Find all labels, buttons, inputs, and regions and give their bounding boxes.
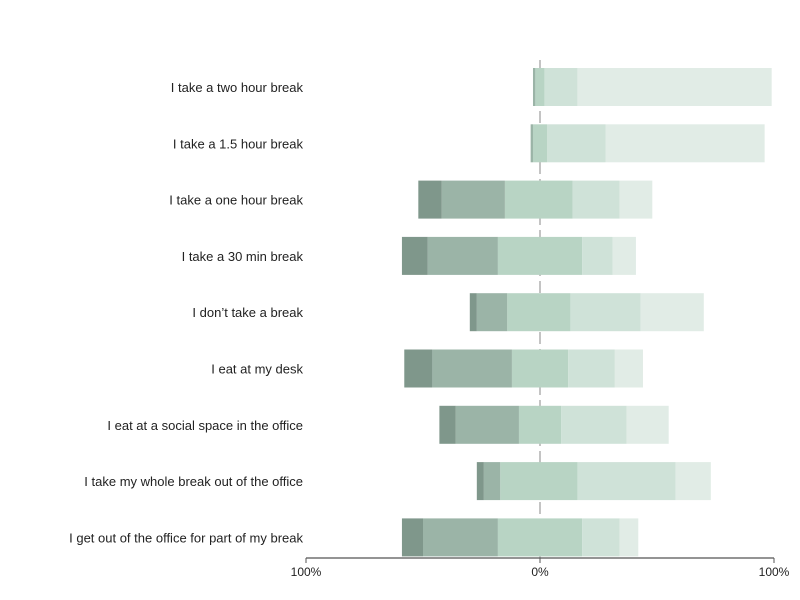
bar-segment bbox=[483, 462, 501, 501]
bar-segment bbox=[547, 124, 606, 163]
bar-segment bbox=[619, 518, 639, 557]
bar-segment bbox=[577, 68, 772, 106]
bar-segment bbox=[497, 236, 540, 275]
bar-segment bbox=[497, 518, 540, 557]
bar-segment bbox=[404, 349, 433, 388]
bar-segment bbox=[572, 180, 620, 219]
row-label: I don’t take a break bbox=[192, 305, 303, 320]
bar-segment bbox=[568, 349, 615, 388]
bar-segment bbox=[418, 180, 442, 219]
bar-segment bbox=[540, 124, 548, 163]
row-label: I take a one hour break bbox=[169, 193, 303, 208]
bar-segment bbox=[423, 518, 498, 557]
bar-segment bbox=[455, 405, 519, 444]
bar-segment bbox=[432, 349, 512, 388]
bar-segment bbox=[612, 236, 636, 275]
bar-segment bbox=[640, 293, 704, 332]
bar-segment bbox=[540, 518, 583, 557]
bar-segment bbox=[530, 124, 533, 163]
bar-segment bbox=[507, 293, 540, 332]
x-tick-label: 100% bbox=[759, 565, 790, 579]
bar-segment bbox=[469, 293, 477, 332]
row-label: I take a 30 min break bbox=[182, 249, 304, 264]
bar-segment bbox=[518, 405, 540, 444]
x-tick-label: 0% bbox=[531, 565, 549, 579]
bar-segment bbox=[626, 405, 669, 444]
row-label: I take a 1.5 hour break bbox=[173, 136, 304, 151]
bar-segment bbox=[605, 124, 765, 163]
bar-segment bbox=[544, 68, 578, 106]
bar-segment bbox=[441, 180, 505, 219]
bar-segment bbox=[504, 180, 540, 219]
bar-segment bbox=[540, 462, 578, 501]
bar-segment bbox=[427, 236, 498, 275]
row-label: I get out of the office for part of my b… bbox=[69, 530, 303, 545]
row-label: I eat at a social space in the office bbox=[107, 418, 303, 433]
bar-segment bbox=[476, 462, 484, 501]
bar-segment bbox=[619, 180, 653, 219]
bar-segment bbox=[577, 462, 676, 501]
row-label: I take my whole break out of the office bbox=[84, 474, 303, 489]
bar-segment bbox=[439, 405, 456, 444]
bar-segment bbox=[532, 68, 536, 106]
bar-segment bbox=[476, 293, 508, 332]
bar-segment bbox=[540, 293, 571, 332]
bar-segment bbox=[675, 462, 711, 501]
bar-segment bbox=[561, 405, 627, 444]
bar-segment bbox=[570, 293, 641, 332]
bar-segment bbox=[540, 349, 569, 388]
bar-segment bbox=[500, 462, 540, 501]
bar-segment bbox=[401, 518, 423, 557]
bar-segment bbox=[540, 405, 562, 444]
bar-segment bbox=[535, 68, 540, 106]
bar-segment bbox=[582, 518, 620, 557]
bar-segment bbox=[582, 236, 613, 275]
bar-segment bbox=[511, 349, 540, 388]
bar-segment bbox=[614, 349, 643, 388]
bar-segment bbox=[540, 180, 573, 219]
bar-segment bbox=[532, 124, 540, 163]
row-label: I take a two hour break bbox=[171, 80, 304, 95]
row-label: I eat at my desk bbox=[211, 362, 303, 377]
bar-segment bbox=[540, 68, 545, 106]
x-tick-label: 100% bbox=[291, 565, 322, 579]
bar-segment bbox=[540, 236, 583, 275]
bar-segment bbox=[401, 236, 428, 275]
